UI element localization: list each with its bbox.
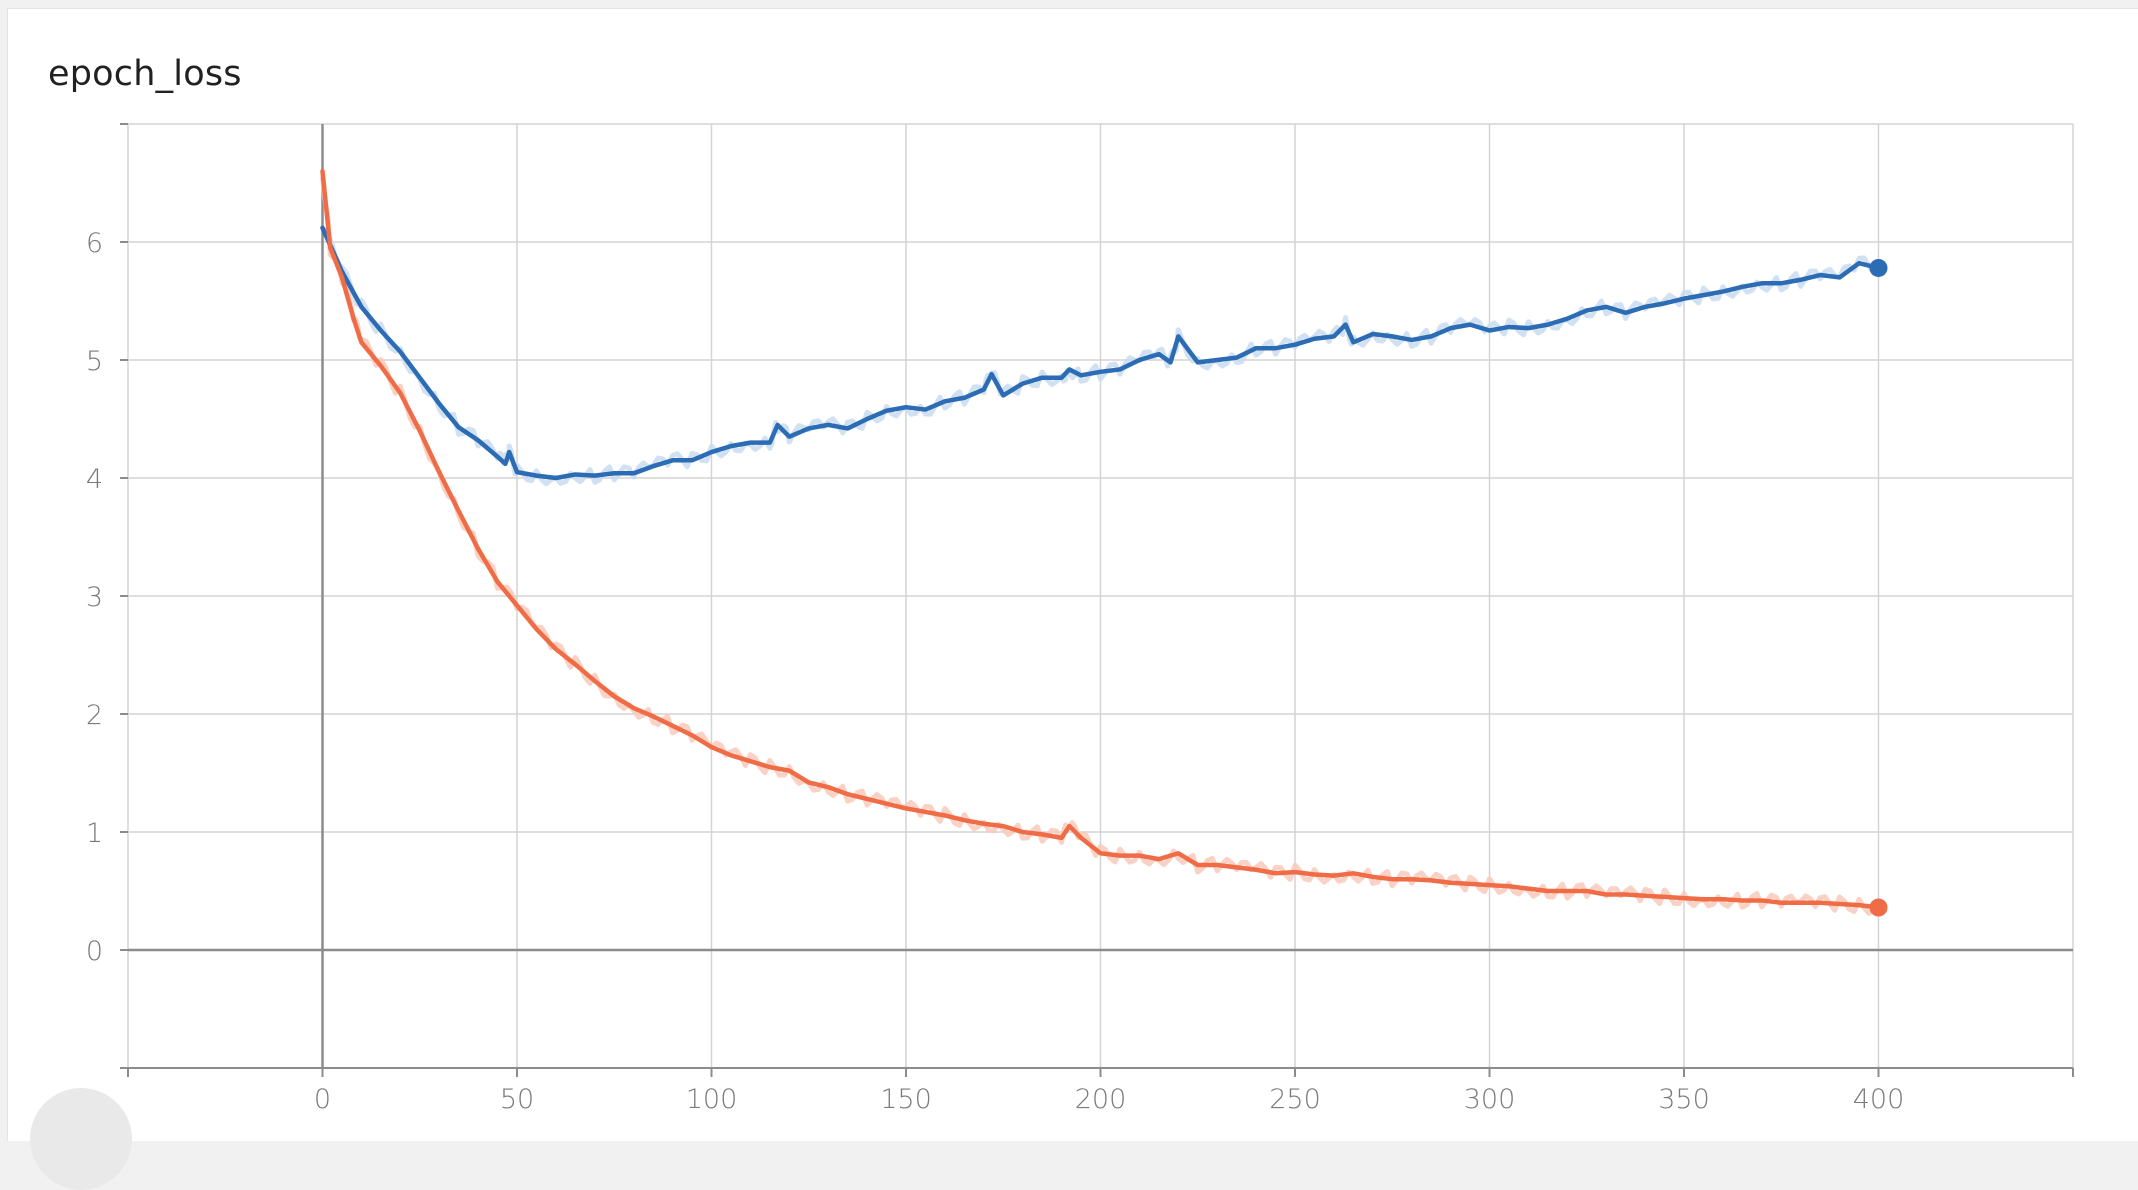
x-tick-label: 250: [1269, 1084, 1321, 1115]
x-tick-label: 0: [314, 1084, 331, 1115]
x-tick-label: 200: [1075, 1084, 1127, 1115]
y-tick-label: 4: [86, 464, 103, 495]
y-tick-label: 3: [86, 582, 103, 613]
chart-title: epoch_loss: [48, 54, 242, 94]
x-tick-label: 50: [500, 1084, 534, 1115]
y-tick-label: 0: [86, 936, 103, 967]
series-end-markers[interactable]: [1869, 258, 1888, 917]
grid-lines: [127, 123, 2074, 1069]
tick-labels: 0 50 100 150 200 250 300 350 400 0 1 2 3 4 5 6: [86, 228, 1904, 1115]
chart-card: [7, 8, 2138, 1141]
x-tick-label: 300: [1464, 1084, 1516, 1115]
y-tick-label: 1: [86, 818, 103, 849]
x-tick-label: 150: [880, 1084, 932, 1115]
x-tick-label: 100: [686, 1084, 738, 1115]
x-tick-label: 350: [1658, 1084, 1710, 1115]
series-smoothed-lines: [320, 168, 1881, 910]
series-0-line: [320, 225, 1881, 481]
chart-plot[interactable]: 0 50 100 150 200 250 300 350 400 0 1 2 3 4 5 6: [0, 0, 2138, 1140]
series-1-end-marker[interactable]: [1869, 898, 1888, 917]
y-tick-label: 5: [86, 346, 103, 377]
series-0-end-marker[interactable]: [1869, 258, 1888, 277]
fit-domain-button[interactable]: [30, 1088, 132, 1190]
series-1-line: [320, 168, 1881, 910]
y-tick-label: 6: [86, 228, 103, 259]
x-tick-label: 400: [1853, 1084, 1905, 1115]
y-tick-label: 2: [86, 700, 103, 731]
axes: [120, 123, 2074, 1077]
